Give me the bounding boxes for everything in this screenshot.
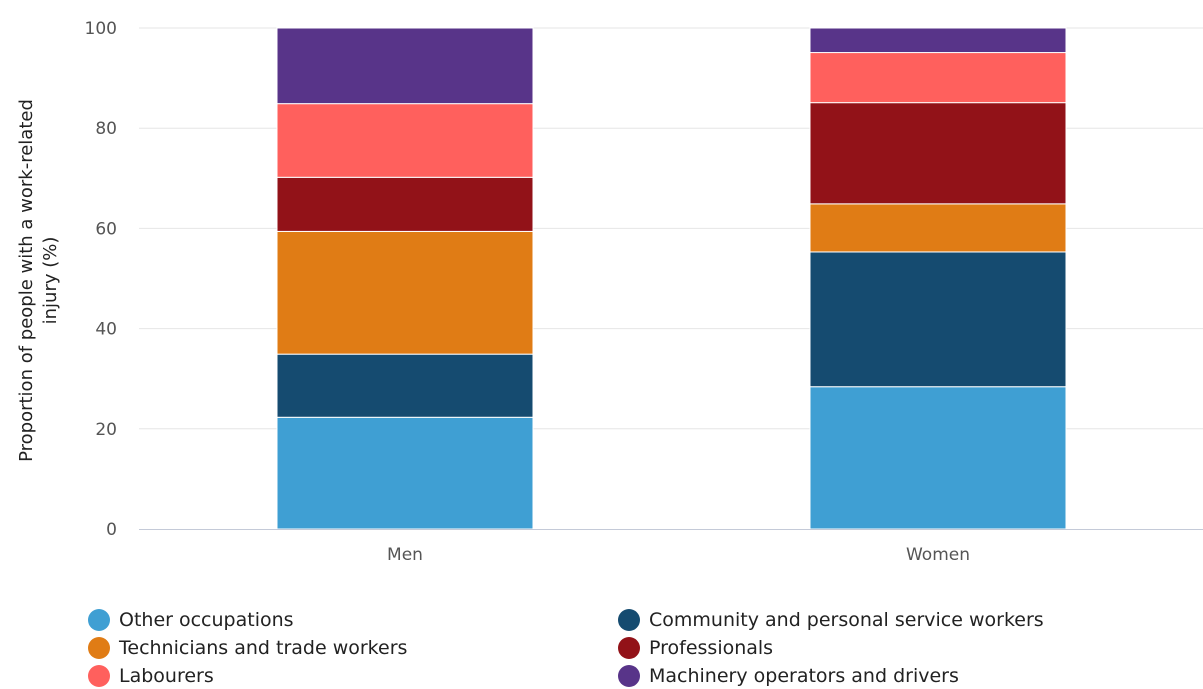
bar-segment[interactable] (809, 251, 1067, 388)
y-tick-label: 0 (106, 520, 117, 540)
bar-segment[interactable] (276, 176, 534, 232)
legend-swatch (88, 664, 110, 687)
legend-item[interactable]: Community and personal service workers (618, 606, 1148, 633)
bar-segment[interactable] (809, 386, 1067, 530)
legend: Other occupations Community and personal … (88, 606, 1188, 689)
bars (276, 27, 1067, 530)
x-tick-label: Women (906, 545, 970, 565)
bar-segment[interactable] (809, 52, 1067, 104)
bar-segment[interactable] (276, 103, 534, 178)
y-tick-label: 100 (85, 19, 117, 39)
y-tick-label: 60 (95, 219, 117, 239)
legend-item[interactable]: Machinery operators and drivers (618, 662, 1148, 689)
bar-segment[interactable] (809, 102, 1067, 205)
legend-swatch (88, 636, 110, 659)
legend-swatch (618, 636, 640, 659)
legend-item[interactable]: Other occupations (88, 606, 618, 633)
bar-segment[interactable] (276, 416, 534, 530)
bar-segment[interactable] (809, 203, 1067, 253)
bar-segment[interactable] (276, 230, 534, 355)
bar-segment[interactable] (276, 27, 534, 105)
legend-label: Technicians and trade workers (119, 636, 408, 659)
x-tick-label: Men (387, 545, 423, 565)
legend-swatch (88, 608, 110, 631)
legend-label: Labourers (119, 664, 214, 687)
legend-item[interactable]: Technicians and trade workers (88, 634, 618, 661)
bar-segment[interactable] (276, 353, 534, 418)
legend-item[interactable]: Labourers (88, 662, 618, 689)
y-axis-title: Proportion of people with a work-related… (16, 99, 61, 462)
stacked-bar-chart: 0 20 40 60 80 100 Men Women Proportion of peopl… (16, 19, 1203, 565)
bar-segment[interactable] (809, 27, 1067, 54)
legend-label: Other occupations (119, 608, 294, 631)
y-tick-label: 40 (95, 320, 117, 340)
y-tick-label: 20 (95, 420, 117, 440)
legend-label: Machinery operators and drivers (649, 664, 959, 687)
legend-swatch (618, 608, 640, 631)
axes: 0 20 40 60 80 100 Men Women (85, 19, 1203, 565)
legend-label: Professionals (649, 636, 774, 659)
legend-swatch (618, 664, 640, 687)
legend-item[interactable]: Professionals (618, 634, 1148, 661)
y-tick-label: 80 (95, 119, 117, 139)
legend-label: Community and personal service workers (649, 608, 1044, 631)
